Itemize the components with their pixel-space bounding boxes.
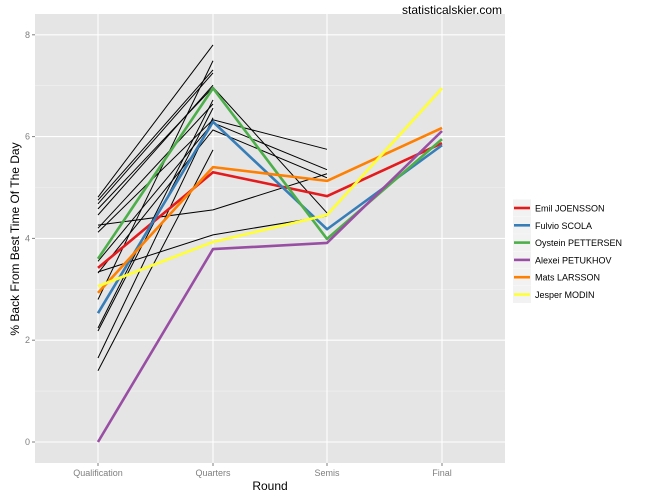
series-line-oystein-pettersen	[96, 86, 443, 260]
x-tick-label: Qualification	[73, 468, 123, 478]
legend: Emil JOENSSON Fulvio SCOLA Oystein PETTERS…	[513, 199, 622, 303]
legend-item: Jesper MODIN	[513, 286, 595, 303]
legend-label: Alexei PETUKHOV	[535, 255, 612, 265]
other-athlete-line	[97, 44, 214, 198]
legend-label: Oystein PETTERSEN	[535, 238, 622, 248]
x-axis-title: Round	[252, 479, 287, 493]
legend-item: Emil JOENSSON	[513, 199, 605, 217]
y-tick-label: 0	[25, 437, 30, 447]
legend-item: Fulvio SCOLA	[513, 216, 592, 234]
legend-item: Mats LARSSON	[513, 268, 600, 286]
x-axis: Qualification Quarters Semis Final	[73, 463, 452, 478]
series-line-mats-larsson	[97, 126, 443, 294]
x-tick-label: Quarters	[195, 468, 231, 478]
y-axis: 0 2 4 6 8	[25, 30, 35, 447]
legend-item: Alexei PETUKHOV	[513, 251, 612, 269]
x-tick-label: Semis	[314, 468, 340, 478]
series-line-emil-joensson	[97, 142, 443, 269]
other-athlete-line	[97, 215, 328, 273]
watermark: statisticalskier.com	[402, 3, 502, 17]
other-athlete-line	[97, 84, 214, 216]
legend-label: Fulvio SCOLA	[535, 221, 592, 231]
y-axis-title: % Back From Best Time Of The Day	[8, 142, 22, 335]
legend-label: Mats LARSSON	[535, 273, 600, 283]
other-athlete-line	[97, 119, 328, 233]
y-tick-label: 4	[25, 233, 30, 243]
legend-item: Oystein PETTERSEN	[513, 234, 622, 252]
grid-major	[35, 14, 505, 463]
x-tick-label: Final	[432, 468, 452, 478]
y-tick-label: 2	[25, 335, 30, 345]
legend-label: Jesper MODIN	[535, 290, 595, 300]
other-athlete-line	[97, 99, 214, 329]
other-athlete-line	[97, 69, 214, 201]
other-athlete-line	[97, 103, 214, 229]
y-tick-label: 8	[25, 30, 30, 40]
series-line-jesper-modin	[97, 87, 443, 288]
other-athlete-line	[97, 60, 214, 300]
other-athlete-line	[97, 72, 214, 205]
legend-label: Emil JOENSSON	[535, 204, 605, 214]
other-athlete-line	[97, 117, 214, 359]
highlighted-athlete-lines	[96, 86, 443, 443]
other-athlete-line	[97, 129, 328, 274]
y-tick-label: 6	[25, 132, 30, 142]
series-line-alexei-petukhov	[96, 130, 443, 443]
